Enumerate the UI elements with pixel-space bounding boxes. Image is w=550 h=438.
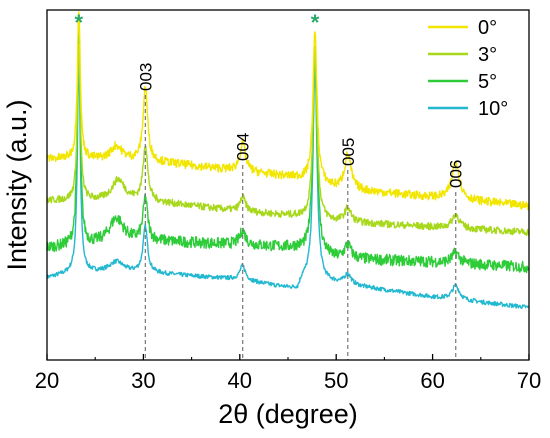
x-tick-label: 60 — [420, 368, 444, 393]
x-tick-label: 50 — [324, 368, 348, 393]
x-tick-label: 40 — [228, 368, 252, 393]
peak-label: 005 — [339, 138, 358, 166]
x-tick-label: 30 — [131, 368, 155, 393]
legend-label: 5° — [478, 71, 497, 93]
peak-label: 006 — [447, 160, 466, 188]
series-line-2 — [46, 23, 530, 274]
series-group — [46, 11, 530, 309]
legend-label: 10° — [478, 98, 508, 120]
star-marker: * — [75, 10, 84, 35]
reference-lines — [144, 95, 457, 360]
star-marker: * — [311, 10, 320, 35]
y-axis-title: Intensity (a.u.) — [2, 99, 32, 270]
legend: 0° 3° 5° 10° — [428, 17, 508, 120]
legend-label: 0° — [478, 17, 497, 39]
x-tick-label: 20 — [35, 368, 59, 393]
series-line-1 — [46, 44, 530, 236]
peak-label: 004 — [234, 133, 253, 161]
x-tick-label: 70 — [517, 368, 541, 393]
x-axis-title: 2θ (degree) — [218, 399, 358, 429]
x-axis: 20 30 40 50 60 70 — [35, 354, 541, 393]
peak-labels: 003 004 005 006 — [136, 63, 465, 188]
series-line-0 — [46, 11, 530, 211]
legend-label: 3° — [478, 44, 497, 66]
star-markers: * * — [75, 10, 320, 35]
series-line-3 — [46, 59, 530, 309]
peak-label: 003 — [136, 63, 155, 91]
